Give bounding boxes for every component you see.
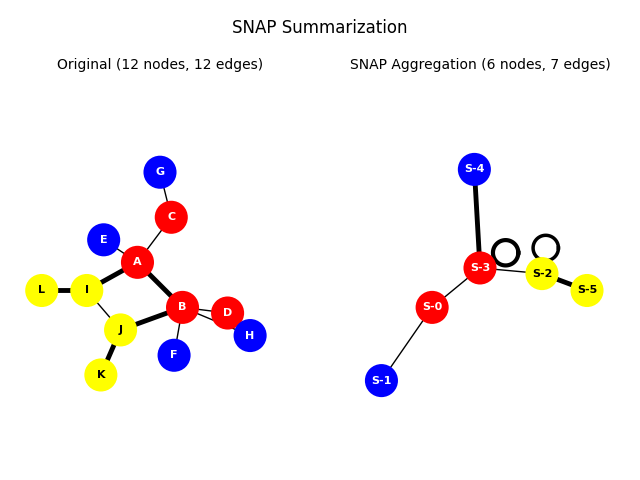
Circle shape — [417, 292, 447, 323]
Circle shape — [465, 252, 495, 284]
Text: L: L — [38, 286, 45, 296]
Text: S-3: S-3 — [470, 263, 490, 273]
Circle shape — [88, 224, 119, 255]
Text: C: C — [167, 212, 175, 222]
Circle shape — [159, 340, 189, 371]
Text: D: D — [223, 308, 232, 318]
Circle shape — [26, 275, 57, 306]
Text: S-2: S-2 — [532, 269, 552, 278]
Text: SNAP Aggregation (6 nodes, 7 edges): SNAP Aggregation (6 nodes, 7 edges) — [349, 58, 611, 72]
Text: B: B — [179, 302, 187, 312]
Text: S-1: S-1 — [371, 376, 392, 385]
Text: F: F — [170, 350, 178, 360]
Text: S-0: S-0 — [422, 302, 442, 312]
Text: K: K — [97, 370, 105, 380]
Text: Original (12 nodes, 12 edges): Original (12 nodes, 12 edges) — [57, 58, 263, 72]
Circle shape — [572, 275, 602, 306]
Circle shape — [122, 247, 153, 278]
Text: A: A — [133, 257, 142, 267]
Text: SNAP Summarization: SNAP Summarization — [232, 19, 408, 37]
Text: S-4: S-4 — [464, 165, 484, 174]
Text: J: J — [118, 325, 123, 335]
Circle shape — [459, 154, 490, 185]
Circle shape — [212, 298, 243, 328]
Circle shape — [366, 365, 397, 396]
Text: H: H — [246, 331, 255, 340]
Circle shape — [105, 314, 136, 346]
Circle shape — [145, 157, 175, 188]
Text: E: E — [100, 235, 108, 245]
Circle shape — [156, 202, 187, 233]
Circle shape — [167, 292, 198, 323]
Text: G: G — [156, 167, 164, 177]
Circle shape — [85, 360, 116, 390]
Circle shape — [527, 258, 557, 289]
Circle shape — [71, 275, 102, 306]
Text: I: I — [84, 286, 89, 296]
Circle shape — [235, 320, 266, 351]
Text: S-5: S-5 — [577, 286, 597, 296]
